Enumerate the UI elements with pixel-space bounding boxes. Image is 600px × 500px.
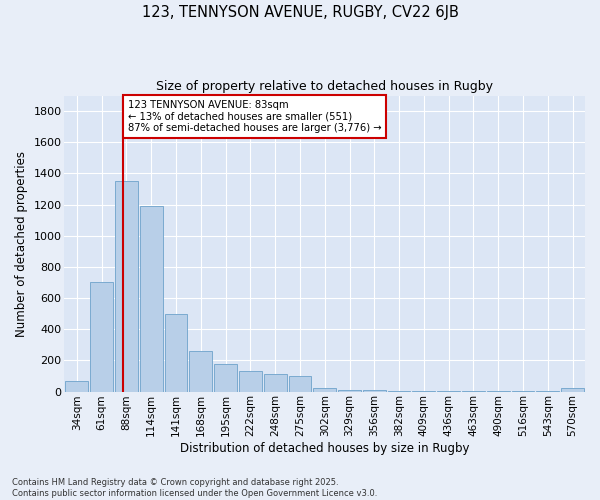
Bar [363, 390, 386, 392]
Bar [164, 314, 187, 392]
Bar [536, 391, 559, 392]
Bar [140, 206, 163, 392]
Bar [190, 351, 212, 392]
Bar [412, 391, 435, 392]
Bar [264, 374, 287, 392]
Bar [313, 388, 336, 392]
Bar [388, 391, 410, 392]
Bar [65, 380, 88, 392]
X-axis label: Distribution of detached houses by size in Rugby: Distribution of detached houses by size … [180, 442, 469, 455]
Bar [437, 391, 460, 392]
Bar [289, 376, 311, 392]
Bar [487, 391, 509, 392]
Y-axis label: Number of detached properties: Number of detached properties [15, 150, 28, 336]
Bar [512, 391, 535, 392]
Text: 123, TENNYSON AVENUE, RUGBY, CV22 6JB: 123, TENNYSON AVENUE, RUGBY, CV22 6JB [142, 5, 458, 20]
Bar [462, 391, 485, 392]
Bar [115, 181, 138, 392]
Bar [561, 388, 584, 392]
Bar [239, 372, 262, 392]
Title: Size of property relative to detached houses in Rugby: Size of property relative to detached ho… [156, 80, 493, 93]
Bar [338, 390, 361, 392]
Text: Contains HM Land Registry data © Crown copyright and database right 2025.
Contai: Contains HM Land Registry data © Crown c… [12, 478, 377, 498]
Text: 123 TENNYSON AVENUE: 83sqm
← 13% of detached houses are smaller (551)
87% of sem: 123 TENNYSON AVENUE: 83sqm ← 13% of deta… [128, 100, 381, 134]
Bar [214, 364, 237, 392]
Bar [90, 282, 113, 392]
